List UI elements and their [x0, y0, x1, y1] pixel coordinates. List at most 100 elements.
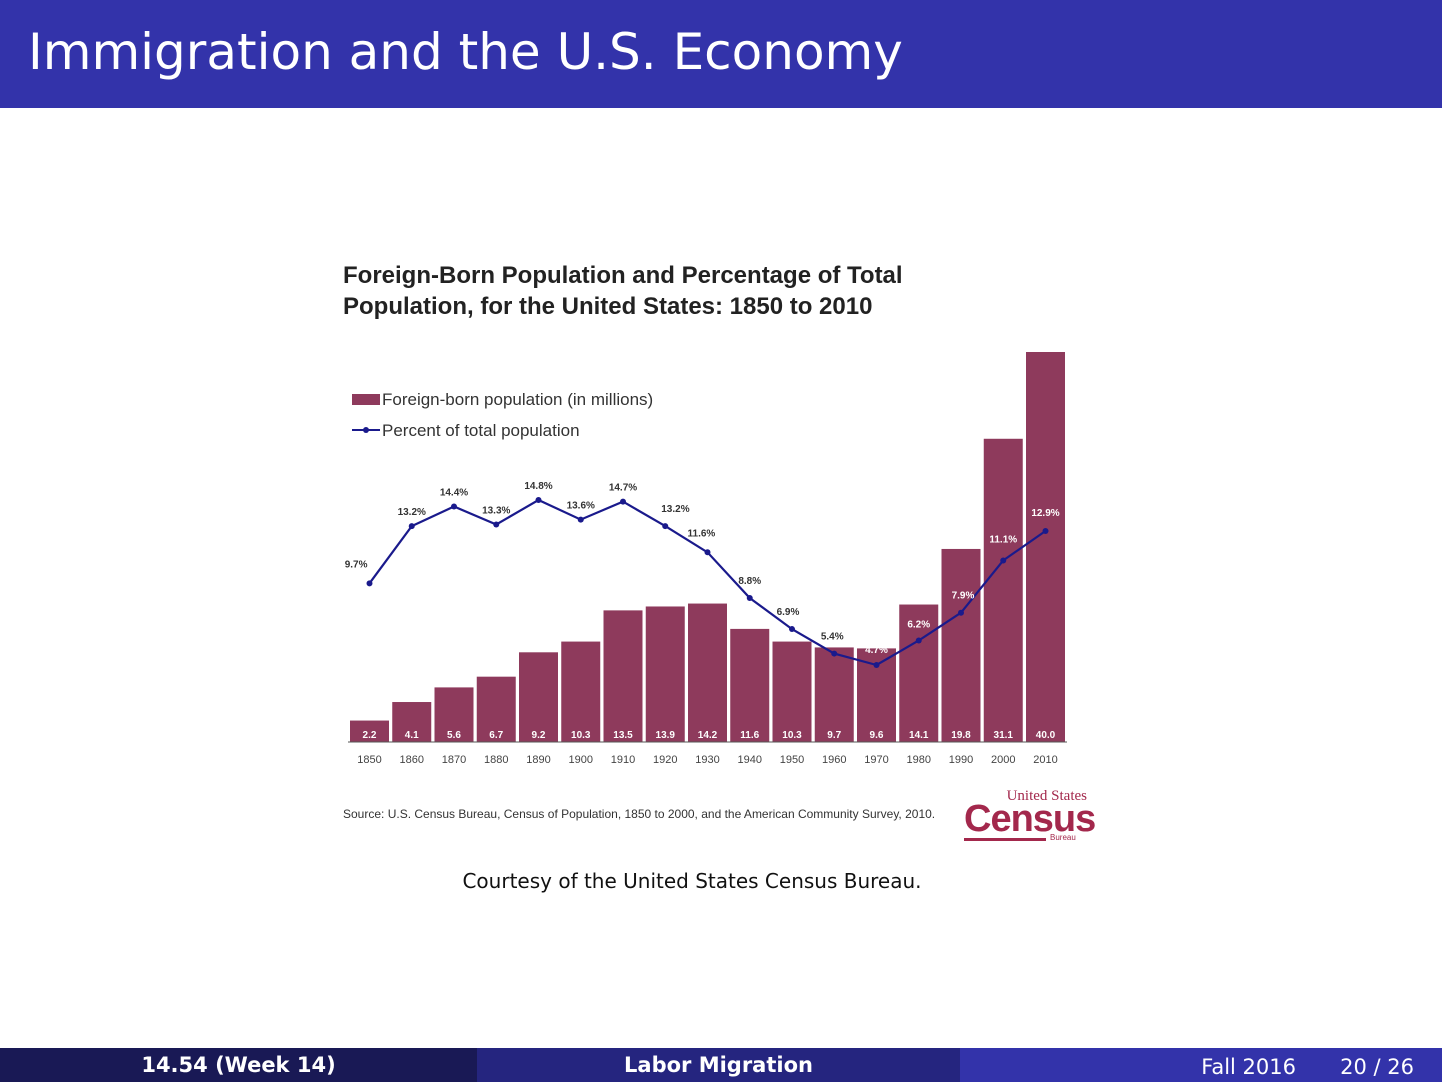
percent-point-1870	[451, 503, 457, 510]
bar-1870	[434, 687, 474, 742]
x-tick-label: 1850	[357, 754, 381, 766]
x-tick-label: 1960	[822, 754, 846, 766]
chart-title-line-2: Population, for the United States: 1850 …	[343, 293, 873, 320]
census-logo-sub: Bureau	[1050, 833, 1076, 842]
bar-value-label: 11.6	[740, 730, 759, 741]
percent-point-1920	[662, 523, 669, 530]
footer-course: 14.54 (Week 14)	[0, 1048, 477, 1082]
percent-label: 4.7%	[865, 645, 888, 656]
bar-value-label: 10.3	[782, 730, 802, 741]
foreign-born-chart: 2.2 4.1 5.6 6.7 9.2 10.3 13.5 13.9 14.2 11.6 10.3 9…	[345, 352, 1067, 766]
census-logo: United States Census Bureau	[960, 788, 1096, 846]
bar-1960	[814, 647, 854, 742]
percent-label: 13.2%	[661, 504, 689, 515]
census-logo-main: Census	[964, 798, 1096, 840]
percent-point-1900	[577, 516, 584, 523]
bar-value-label: 14.1	[909, 730, 929, 741]
footer-topic: Labor Migration	[477, 1048, 960, 1082]
bar-value-label: 10.3	[571, 730, 591, 741]
percent-label: 12.9%	[1031, 508, 1059, 519]
x-tick-label: 1990	[949, 754, 973, 766]
bar-value-label: 19.8	[951, 730, 971, 741]
slide-footer: 14.54 (Week 14) Labor Migration Fall 201…	[0, 1048, 1442, 1082]
bar-1900	[561, 641, 601, 742]
bar-2000	[983, 438, 1023, 742]
percent-label: 13.3%	[482, 506, 510, 517]
x-tick-label: 1970	[864, 754, 888, 766]
percent-point-1950	[789, 626, 795, 633]
bar-value-label: 13.5	[613, 730, 633, 741]
percent-label: 11.6%	[688, 528, 716, 539]
bar-1890	[519, 652, 558, 742]
bar-1950	[772, 641, 812, 742]
bar-1910	[603, 610, 643, 742]
x-tick-label: 2010	[1033, 754, 1057, 766]
bar-value-label: 4.1	[405, 730, 419, 741]
bar-1850	[350, 720, 389, 742]
bar-value-label: 14.2	[698, 730, 718, 741]
census-figure: Foreign-Born Population and Percentage o…	[335, 255, 1105, 855]
legend-line-label: Percent of total population	[382, 421, 580, 440]
percent-point-1960	[831, 650, 838, 657]
x-tick-label: 1900	[569, 754, 593, 766]
percent-label: 8.8%	[738, 576, 761, 587]
legend-line-marker	[363, 427, 369, 433]
x-tick-label: 1980	[907, 754, 931, 766]
chart-source-note: Source: U.S. Census Bureau, Census of Po…	[343, 807, 936, 821]
bar-1990	[941, 548, 981, 742]
bar-value-label: 6.7	[489, 730, 503, 741]
bar-value-label: 31.1	[994, 730, 1014, 741]
percent-point-1970	[873, 662, 880, 668]
percent-label: 13.2%	[398, 507, 426, 518]
slide-title: Immigration and the U.S. Economy	[28, 23, 903, 81]
bar-1930	[688, 603, 727, 742]
percent-point-1980	[915, 637, 922, 644]
x-tick-label: 1890	[526, 754, 550, 766]
footer-page-number: 20 / 26	[1340, 1055, 1414, 1079]
percent-point-2000	[1000, 557, 1007, 564]
x-tick-label: 1870	[442, 754, 466, 766]
x-tick-label: 1930	[695, 754, 719, 766]
percent-label: 13.6%	[567, 501, 595, 512]
percent-point-1990	[958, 609, 964, 616]
bar-value-label: 9.6	[870, 730, 884, 741]
footer-term: Fall 2016	[1201, 1055, 1296, 1079]
percent-point-1940	[746, 595, 753, 602]
bar-1860	[392, 702, 432, 742]
x-tick-label: 1950	[780, 754, 804, 766]
slide-header: Immigration and the U.S. Economy	[0, 0, 1442, 108]
percent-label: 14.4%	[440, 488, 468, 499]
x-tick-label: 1910	[611, 754, 635, 766]
chart-title: Foreign-Born Population and Percentage o…	[343, 260, 903, 322]
bar-value-label: 9.2	[532, 730, 546, 741]
bar-2010	[1026, 352, 1065, 742]
bar-value-label: 40.0	[1036, 730, 1056, 741]
percent-label: 6.2%	[907, 619, 930, 630]
bar-value-label: 5.6	[447, 730, 461, 741]
percent-label: 7.9%	[952, 591, 975, 602]
bar-1880	[476, 676, 516, 742]
x-tick-label: 2000	[991, 754, 1015, 766]
bar-value-label: 2.2	[363, 730, 377, 741]
bar-1980	[899, 604, 939, 742]
bar-value-label: 9.7	[827, 730, 841, 741]
bar-1940	[730, 628, 770, 742]
bar-value-label: 13.9	[656, 730, 676, 741]
percent-point-1890	[535, 497, 542, 503]
legend-bar-swatch	[352, 394, 380, 405]
footer-right: Fall 2016 20 / 26	[960, 1048, 1442, 1082]
x-tick-label: 1880	[484, 754, 508, 766]
percent-point-1880	[493, 521, 500, 528]
percent-point-1910	[620, 498, 626, 505]
percent-label: 11.1%	[989, 534, 1017, 545]
percent-label: 9.7%	[345, 559, 368, 570]
x-tick-label: 1920	[653, 754, 677, 766]
percent-point-1850	[366, 580, 373, 587]
percent-label: 14.8%	[524, 481, 552, 492]
x-tick-label: 1860	[400, 754, 424, 766]
percent-label: 6.9%	[777, 607, 800, 618]
census-logo-bar	[964, 838, 1046, 841]
legend-bar-label: Foreign-born population (in millions)	[382, 390, 653, 409]
census-logo-top: United States	[1006, 788, 1087, 804]
percent-point-1930	[704, 549, 711, 556]
